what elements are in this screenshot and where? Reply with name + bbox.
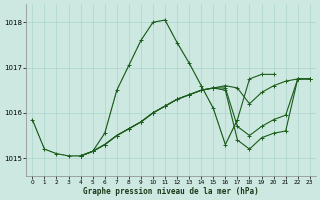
X-axis label: Graphe pression niveau de la mer (hPa): Graphe pression niveau de la mer (hPa): [83, 187, 259, 196]
